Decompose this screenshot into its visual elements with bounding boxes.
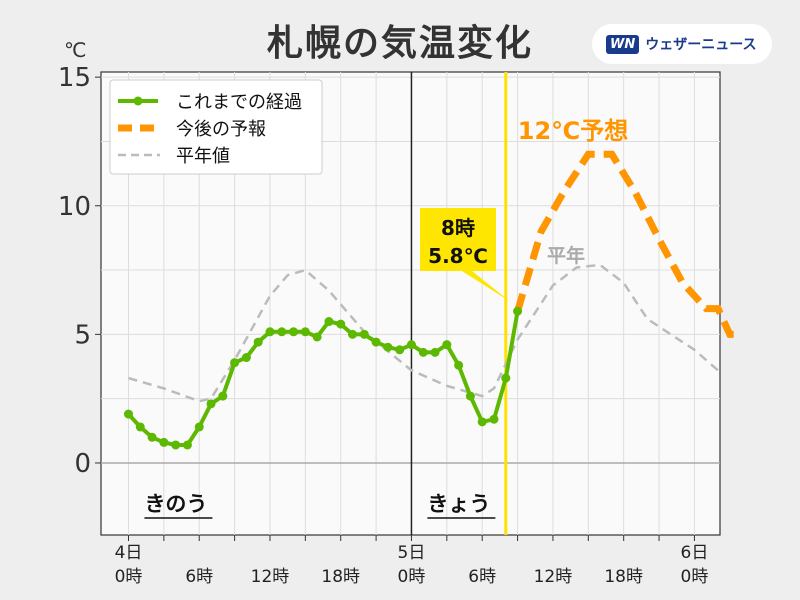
observed-point xyxy=(324,317,334,327)
observed-point xyxy=(147,432,157,442)
observed-point xyxy=(289,327,299,337)
observed-point xyxy=(395,345,405,355)
legend-swatch-observed-dot xyxy=(133,96,143,106)
y-tick-label: 0 xyxy=(74,449,91,479)
x-tick-hour-label: 12時 xyxy=(534,567,573,587)
observed-point xyxy=(477,417,487,427)
forecast-series-line xyxy=(514,150,742,338)
callout-time-label: 8時 xyxy=(441,216,475,240)
observed-point xyxy=(182,440,192,450)
observed-point xyxy=(194,422,204,432)
x-tick-hour-label: 0時 xyxy=(115,567,143,587)
y-axis-unit: ℃ xyxy=(64,38,87,62)
legend-box xyxy=(109,79,323,175)
legend-label: 平年値 xyxy=(176,146,230,167)
observed-point xyxy=(430,347,440,357)
observed-point xyxy=(124,409,133,419)
observed-point xyxy=(312,332,322,342)
observed-point xyxy=(359,329,369,339)
x-tick-hour-label: 0時 xyxy=(681,567,709,587)
observed-point xyxy=(442,340,452,350)
normal-value-label: 平年 xyxy=(547,244,585,267)
observed-series-line xyxy=(127,310,520,447)
brand-name: ウェザーニュース xyxy=(645,37,757,53)
observed-point xyxy=(454,360,464,370)
day-label: きのう xyxy=(144,492,207,516)
y-tick-label: 15 xyxy=(58,63,91,93)
observed-point xyxy=(336,319,346,329)
observed-point xyxy=(406,340,416,350)
x-tick-hour-label: 0時 xyxy=(398,567,426,587)
observed-point xyxy=(171,440,181,450)
day-label: きょう xyxy=(427,492,490,516)
chart-title: 札幌の気温変化 xyxy=(266,23,533,64)
y-tick-label: 5 xyxy=(74,320,91,350)
observed-point xyxy=(300,327,310,337)
x-tick-hour-label: 6時 xyxy=(185,567,213,587)
x-tick-hour-label: 18時 xyxy=(321,567,360,587)
observed-point xyxy=(159,437,169,447)
observed-point xyxy=(348,329,358,339)
max-forecast-label: 12℃予想 xyxy=(518,117,628,145)
observed-point xyxy=(513,306,523,316)
observed-point xyxy=(501,373,511,383)
observed-point xyxy=(218,391,228,401)
observed-point xyxy=(371,337,381,347)
x-tick-day-label: 5日 xyxy=(398,543,426,563)
observed-point xyxy=(230,358,240,368)
current-temp-callout xyxy=(420,208,496,271)
wn-logo-icon: WN xyxy=(606,34,640,54)
observed-point xyxy=(265,327,275,337)
x-tick-hour-label: 12時 xyxy=(251,567,290,587)
legend-label: 今後の予報 xyxy=(176,119,266,140)
x-tick-hour-label: 6時 xyxy=(468,567,496,587)
x-tick-day-label: 6日 xyxy=(681,543,709,563)
normal-series-line xyxy=(128,263,719,403)
observed-point xyxy=(465,391,475,401)
observed-point xyxy=(135,422,145,432)
y-tick-label: 10 xyxy=(58,192,91,222)
observed-point xyxy=(418,347,428,357)
observed-point xyxy=(277,327,287,337)
observed-point xyxy=(206,399,216,409)
observed-point xyxy=(489,414,499,424)
observed-point xyxy=(241,353,251,363)
callout-pointer xyxy=(462,271,510,302)
x-tick-hour-label: 18時 xyxy=(604,567,643,587)
weathernews-logo[interactable]: WN ウェザーニュース xyxy=(592,24,772,64)
observed-point xyxy=(253,337,263,347)
callout-temp-label: 5.8℃ xyxy=(428,244,488,268)
x-tick-day-label: 4日 xyxy=(115,543,143,563)
observed-point xyxy=(383,342,393,352)
legend-label: これまでの経過 xyxy=(176,92,302,113)
